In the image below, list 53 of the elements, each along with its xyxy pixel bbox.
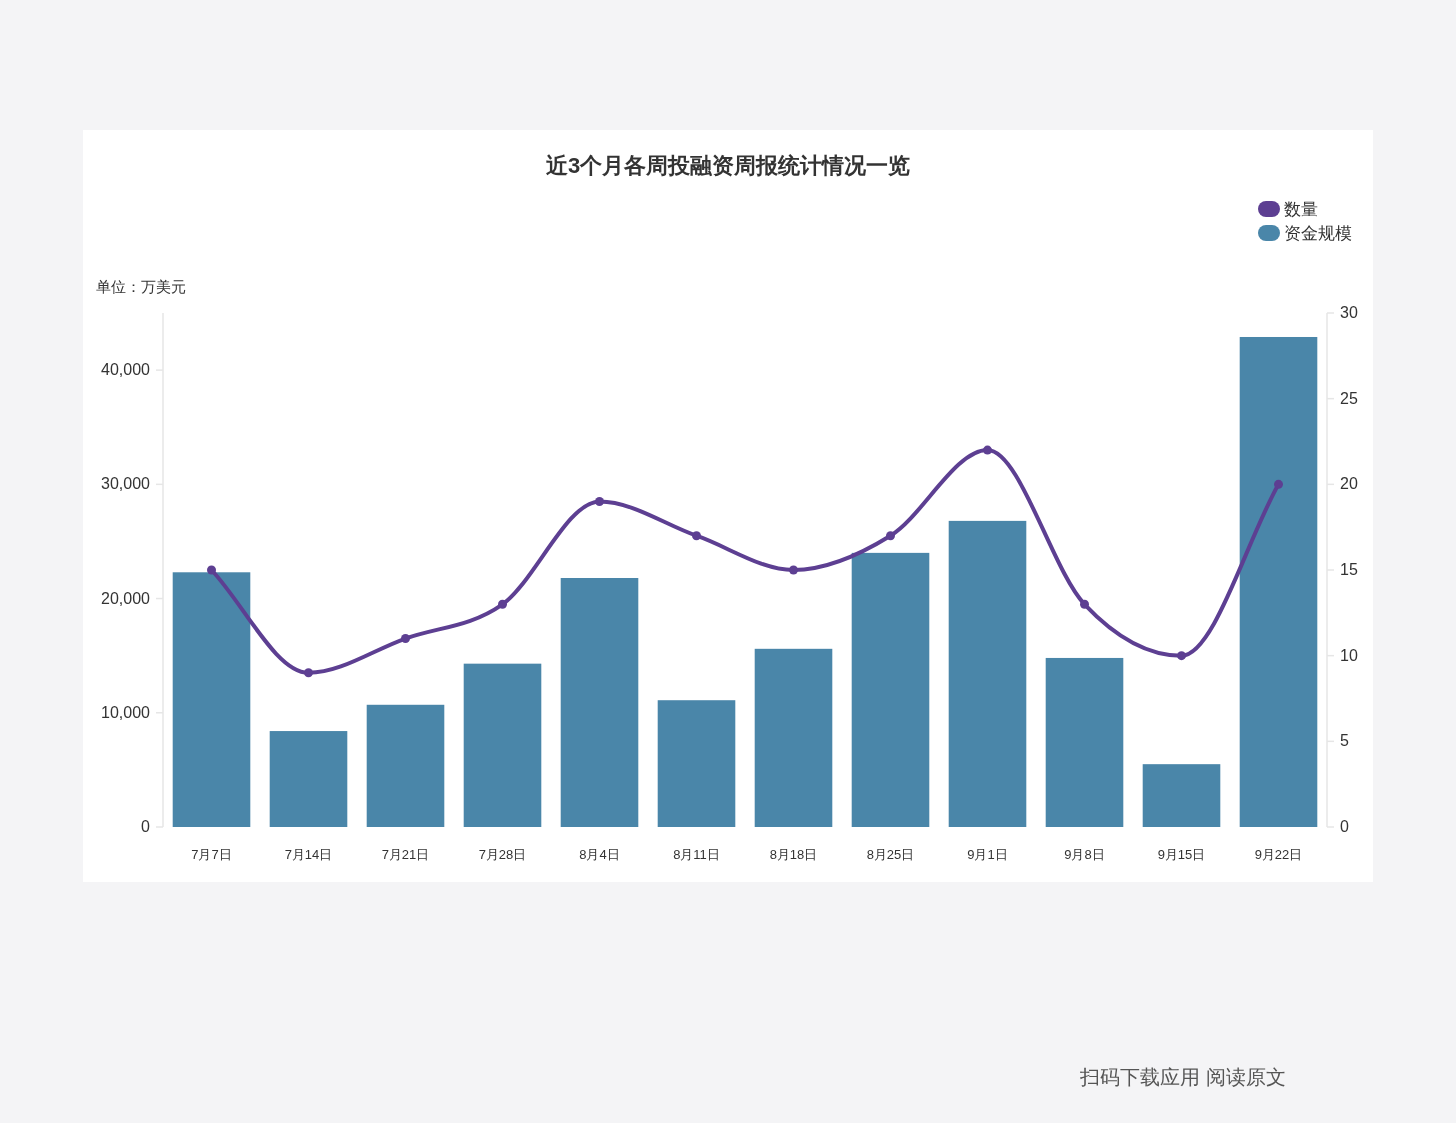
point (983, 445, 992, 455)
point (595, 496, 604, 506)
legend-label: 数量 (1284, 200, 1318, 219)
x-tick-label: 7月21日 (381, 847, 430, 862)
point (401, 634, 410, 644)
bar (1142, 764, 1221, 827)
y2-tick-label: 0 (1340, 818, 1349, 835)
x-tick-label: 9月1日 (967, 847, 1008, 862)
y-tick-label: 10,000 (101, 703, 151, 721)
y-axis-title: 单位：万美元 (96, 278, 186, 295)
bar (657, 700, 736, 827)
y-tick-label: 30,000 (101, 475, 151, 493)
bar (1239, 336, 1318, 827)
x-tick-label: 7月28日 (478, 847, 527, 862)
text: 扫码下载应用 阅读原文 (1079, 1066, 1286, 1088)
bar (172, 572, 251, 827)
x-tick-label: 8月11日 (673, 847, 720, 862)
bar (851, 552, 930, 827)
point (498, 599, 507, 609)
bar (948, 520, 1027, 827)
chart-title: 近3个月各周投融资周报统计情况一览 (544, 153, 911, 178)
legend-label: 资金规模 (1284, 224, 1352, 243)
point (207, 565, 216, 575)
y-tick-label: 20,000 (101, 589, 151, 607)
point (1274, 479, 1283, 489)
point (304, 668, 313, 678)
y2-tick-label: 10 (1340, 646, 1358, 664)
x-tick-label: 7月14日 (284, 847, 333, 862)
x-tick-label: 8月25日 (866, 847, 915, 862)
y-tick-label: 40,000 (101, 361, 151, 379)
x-tick-label: 9月22日 (1254, 847, 1303, 862)
y2-tick-label: 20 (1340, 475, 1358, 493)
x-tick-label: 8月18日 (769, 847, 818, 862)
y2-tick-label: 30 (1340, 304, 1358, 321)
x-tick-label: 9月8日 (1064, 847, 1105, 862)
bar (754, 648, 833, 827)
y2-tick-label: 25 (1340, 389, 1358, 407)
point (886, 531, 895, 541)
x-tick-label: 7月7日 (191, 847, 232, 862)
x-tick-label: 8月4日 (579, 847, 620, 862)
bar (269, 731, 348, 827)
y-tick-label: 0 (141, 818, 151, 835)
point (1177, 651, 1186, 661)
y2-tick-label: 5 (1340, 732, 1349, 750)
bar (560, 578, 639, 827)
y2-tick-label: 15 (1340, 561, 1358, 578)
bar (463, 663, 542, 827)
bar (366, 704, 445, 827)
point (692, 531, 701, 541)
x-tick-label: 9月15日 (1157, 847, 1206, 862)
point (789, 565, 798, 575)
bar (1045, 657, 1124, 827)
point (1080, 599, 1089, 609)
